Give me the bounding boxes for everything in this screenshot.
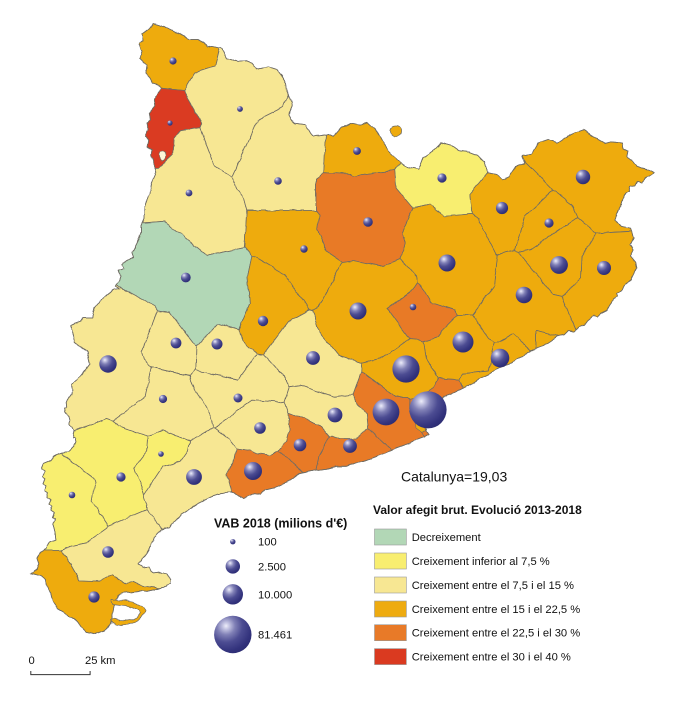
svg-text:0: 0 [29,655,35,667]
svg-text:Decreixement: Decreixement [412,532,482,544]
svg-text:VAB 2018 (milions d'€): VAB 2018 (milions d'€) [214,517,347,531]
svg-text:10.000: 10.000 [258,589,292,601]
svg-text:Creixement entre el 30 i el 40: Creixement entre el 30 i el 40 % [412,652,571,664]
svg-text:Creixement entre el 22,5 i el: Creixement entre el 22,5 i el 30 % [412,628,581,640]
svg-text:81.461: 81.461 [258,630,292,642]
svg-text:100: 100 [258,537,277,549]
svg-text:2.500: 2.500 [258,561,286,573]
svg-text:Valor afegit brut. Evolució 20: Valor afegit brut. Evolució 2013-2018 [373,503,582,517]
svg-text:Creixement entre el 7,5 i el 1: Creixement entre el 7,5 i el 15 % [412,580,574,592]
svg-text:Catalunya=19,03: Catalunya=19,03 [401,469,507,485]
svg-text:Creixement entre el 15 i el 22: Creixement entre el 15 i el 22,5 % [412,604,581,616]
svg-text:25 km: 25 km [85,655,115,667]
svg-text:Creixement inferior al 7,5 %: Creixement inferior al 7,5 % [412,556,550,568]
